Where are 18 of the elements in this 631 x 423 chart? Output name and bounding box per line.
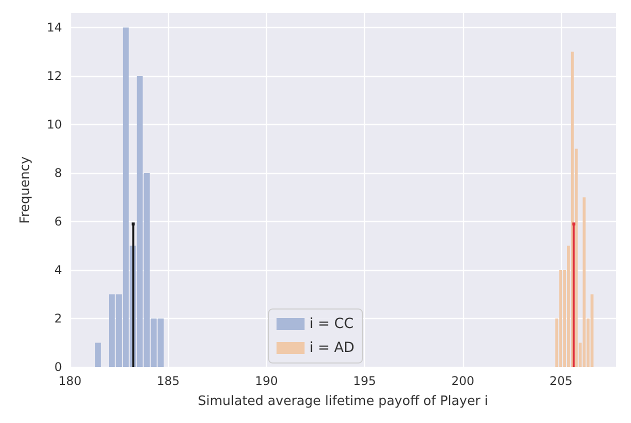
y-tick-label: 14 [46, 20, 62, 35]
y-tick-label: 8 [54, 166, 62, 180]
y-tick-label: 2 [54, 312, 62, 326]
y-tick-label: 6 [54, 214, 62, 229]
x-tick-label: 185 [156, 374, 180, 388]
x-axis-title: Simulated average lifetime payoff of Player i [198, 394, 488, 409]
y-axis-title: Frequency [18, 156, 33, 224]
x-tick-label: 195 [353, 374, 376, 388]
x-tick-label: 205 [550, 374, 572, 388]
legend-label: i = AD [310, 340, 354, 356]
y-tick-label: 0 [54, 360, 62, 374]
x-tick-label: 190 [254, 374, 278, 388]
y-tick-label: 12 [46, 69, 62, 84]
y-tick-label: 4 [54, 263, 62, 278]
legend-label: i = CC [310, 316, 354, 332]
x-tick-label: 200 [451, 374, 474, 388]
y-tick-label: 10 [46, 118, 62, 132]
x-tick-label: 180 [58, 374, 82, 388]
